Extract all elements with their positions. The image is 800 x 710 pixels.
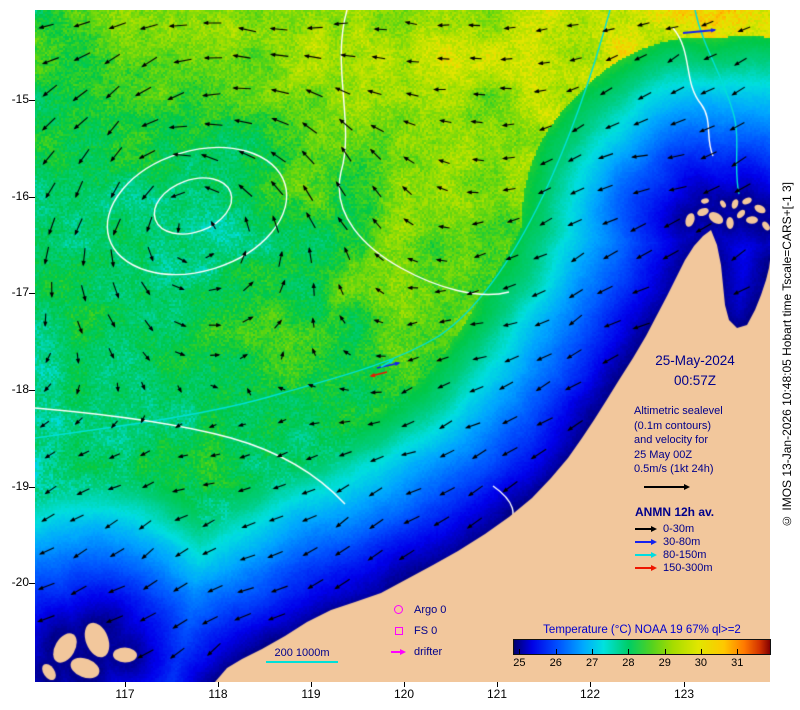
platform-legend-row: FS 0: [391, 620, 446, 641]
y-axis-tick-label: -16: [11, 189, 29, 203]
y-axis-tick-label: -17: [11, 285, 29, 299]
y-axis-tick-mark: [29, 583, 35, 584]
platform-label: Argo 0: [414, 603, 447, 616]
current-arrow-icon: [635, 525, 657, 532]
altimetric-note-line: and velocity for: [634, 434, 708, 447]
altimetric-note-line: Altimetric sealevel: [634, 405, 723, 417]
altimetric-note: Altimetric sealevel (0.1m contours) and …: [634, 404, 779, 490]
anmn-legend: ANMN 12h av. 0-30m 30-80m 80-150m 150-30…: [635, 505, 775, 574]
anmn-legend-row: 150-300m: [635, 561, 775, 574]
x-axis-tick-label: 119: [301, 687, 321, 701]
colorbar-tick-mark: [555, 649, 557, 654]
temperature-colorbar: Temperature (°C) NOAA 19 67% ql>=2 25 26 2…: [513, 624, 771, 669]
depth-contour-label: 200 1000m: [255, 647, 349, 663]
x-axis-tick-label: 117: [115, 687, 135, 701]
colorbar-tick-mark: [664, 649, 666, 654]
current-arrow-icon: [635, 538, 657, 545]
map-area: 25-May-2024 00:57Z Altimetric sealevel (…: [35, 10, 771, 682]
y-axis-tick-label: -15: [11, 92, 29, 106]
timestamp-time: 00:57Z: [673, 372, 717, 388]
anmn-legend-title: ANMN 12h av.: [635, 505, 715, 519]
colorbar-tick-label: 26: [549, 657, 562, 669]
drifter-arrow-icon: [391, 648, 406, 655]
colorbar-tick-label: 30: [694, 657, 707, 669]
velocity-scale-arrow-icon: [644, 483, 779, 490]
x-axis-tick-label: 118: [208, 687, 228, 701]
x-axis-tick-label: 120: [393, 687, 415, 701]
anmn-depth-label: 80-150m: [663, 548, 707, 561]
altimetric-note-line: (0.1m contours): [634, 419, 712, 432]
x-axis-tick-label: 121: [486, 687, 508, 701]
platform-legend-row: drifter: [391, 641, 446, 662]
platform-label: drifter: [414, 645, 443, 658]
y-axis-tick-mark: [29, 390, 35, 391]
colorbar-tick-mark: [700, 649, 702, 654]
y-axis-tick-label: -20: [11, 575, 29, 589]
x-axis-tick-mark: [590, 682, 591, 687]
y-axis-tick-label: -18: [11, 382, 29, 396]
anmn-depth-label: 150-300m: [663, 561, 713, 574]
colorbar-gradient: 25 26 27 28 29 30 31: [513, 639, 771, 669]
x-axis-tick-mark: [125, 682, 126, 687]
y-axis-tick-mark: [29, 100, 35, 101]
platform-label: FS 0: [414, 624, 438, 637]
y-axis-tick-mark: [29, 293, 35, 294]
colorbar-tick-label: 29: [658, 657, 671, 669]
x-axis-tick-mark: [218, 682, 219, 687]
anmn-legend-row: 0-30m: [635, 522, 775, 535]
depth-contour-label-text: 200 1000m: [274, 647, 330, 659]
colorbar-tick-label: 25: [513, 657, 526, 669]
x-axis-tick-label: 123: [673, 687, 695, 701]
altimetric-note-line: 0.5m/s (1kt 24h): [634, 463, 714, 476]
colorbar-tick-label: 27: [585, 657, 599, 669]
timestamp-date: 25-May-2024: [655, 353, 735, 368]
map-timestamp: 25-May-2024 00:57Z: [620, 351, 770, 390]
platform-legend-row: Argo 0: [391, 599, 446, 620]
colorbar-tick-mark: [519, 649, 521, 654]
current-arrow-icon: [635, 564, 657, 571]
copyright-text: © IMOS 13-Jan-2026 10:48:05 Hobart time …: [779, 182, 794, 528]
colorbar-tick-label: 31: [731, 657, 744, 669]
colorbar-tick-mark: [592, 649, 594, 654]
argo-float-icon: [391, 605, 406, 614]
y-axis-tick-label: -19: [11, 479, 29, 493]
platform-legend: Argo 0 FS 0 drifter: [391, 599, 446, 662]
colorbar-tick-mark: [737, 649, 739, 654]
x-axis-tick-mark: [311, 682, 312, 687]
x-axis-tick-mark: [404, 682, 405, 687]
colorbar-tick-mark: [628, 649, 630, 654]
sst-velocity-map[interactable]: [35, 10, 770, 682]
fs-mooring-icon: [391, 626, 406, 635]
current-arrow-icon: [635, 551, 657, 558]
colorbar-title: Temperature (°C) NOAA 19 67% ql>=2: [543, 624, 741, 636]
anmn-depth-label: 30-80m: [663, 535, 701, 548]
y-axis-tick-mark: [29, 197, 35, 198]
depth-contour-sample-line: [266, 661, 338, 663]
anmn-depth-label: 0-30m: [663, 522, 695, 535]
altimetric-note-line: 25 May 00Z: [634, 448, 693, 461]
anmn-legend-row: 80-150m: [635, 548, 775, 561]
x-axis-tick-mark: [684, 682, 685, 687]
anmn-legend-row: 30-80m: [635, 535, 775, 548]
x-axis-tick-label: 122: [579, 687, 601, 701]
x-axis-tick-mark: [497, 682, 498, 687]
colorbar-tick-label: 28: [622, 657, 635, 669]
y-axis-tick-mark: [29, 487, 35, 488]
